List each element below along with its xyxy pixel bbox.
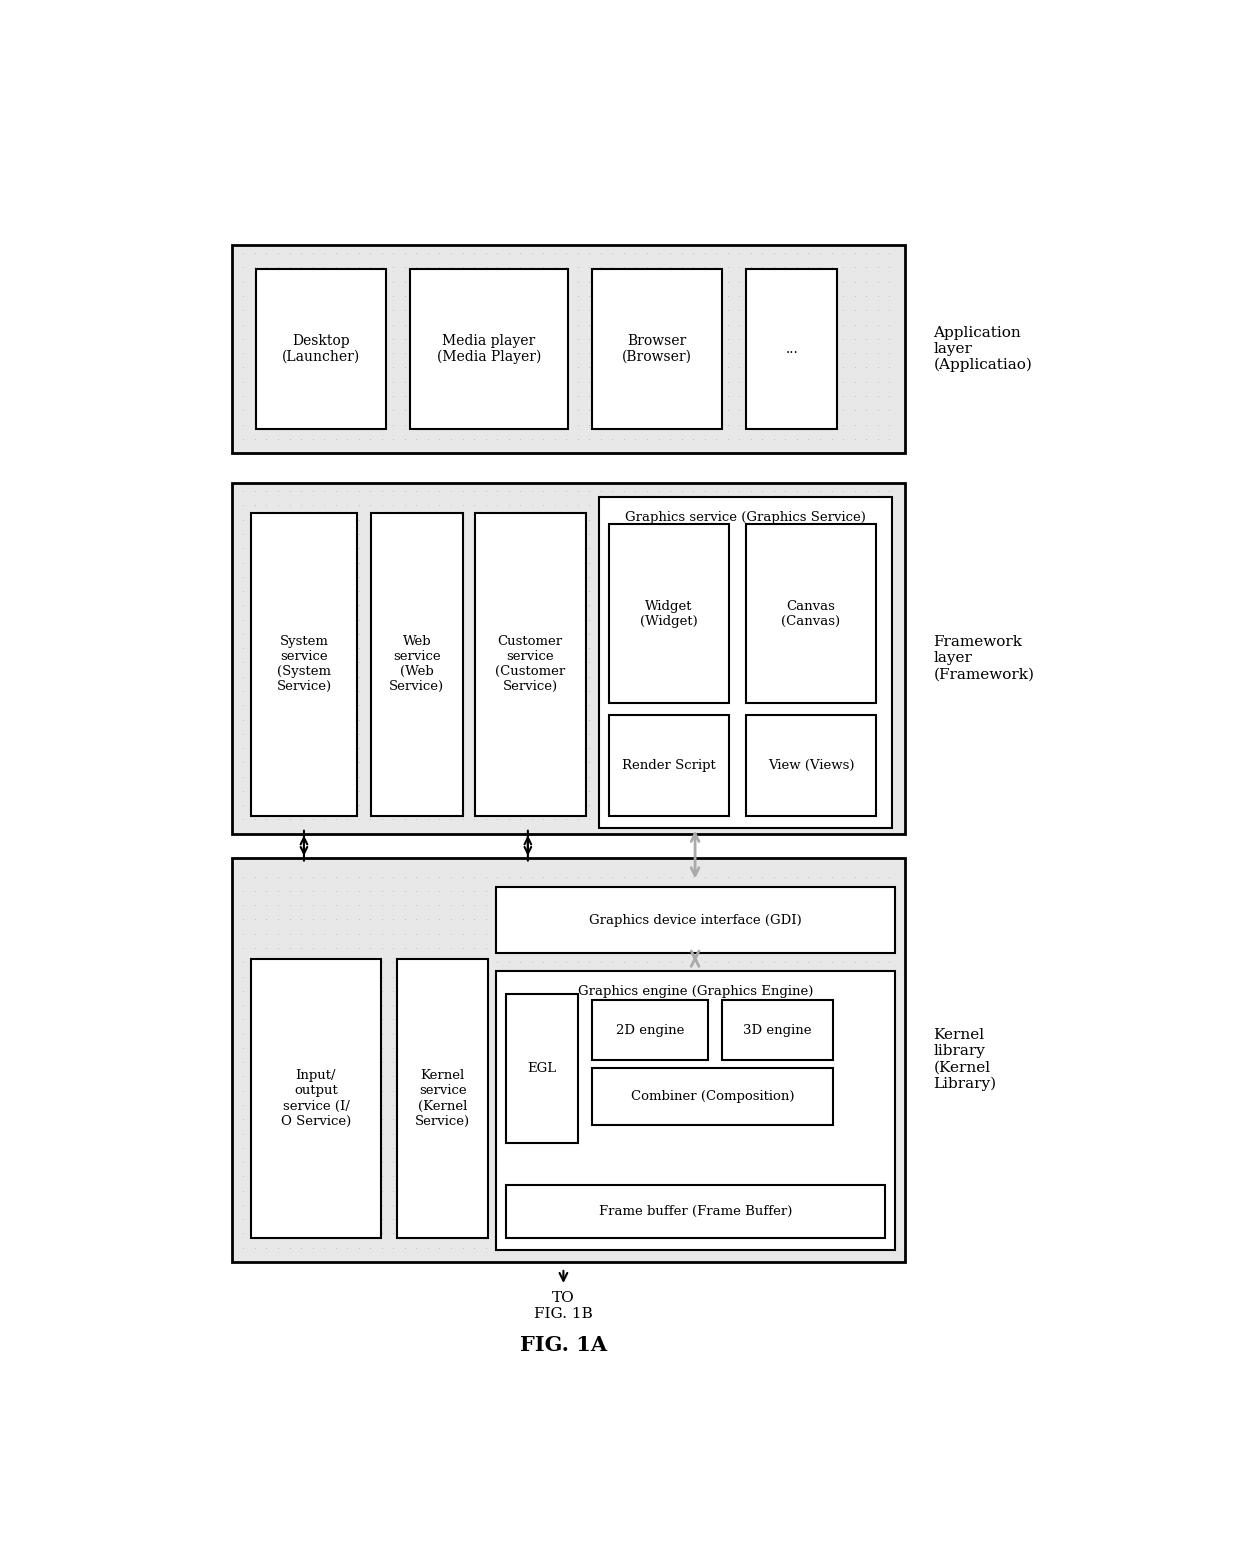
Bar: [255, 269, 386, 430]
Text: Render Script: Render Script: [621, 759, 715, 772]
Text: Input/
output
service (I/
O Service): Input/ output service (I/ O Service): [280, 1069, 351, 1128]
Bar: [593, 1000, 708, 1060]
Text: FIG. 1A: FIG. 1A: [520, 1335, 608, 1355]
Bar: [371, 513, 463, 816]
Bar: [593, 269, 722, 430]
Bar: [232, 482, 904, 834]
Text: Combiner (Composition): Combiner (Composition): [631, 1091, 794, 1103]
Text: Web
service
(Web
Service): Web service (Web Service): [389, 635, 444, 694]
Text: Graphics engine (Graphics Engine): Graphics engine (Graphics Engine): [578, 984, 813, 998]
Text: Graphics device interface (GDI): Graphics device interface (GDI): [589, 913, 802, 927]
Bar: [496, 887, 895, 953]
Text: Graphics service (Graphics Service): Graphics service (Graphics Service): [625, 511, 866, 524]
Text: Canvas
(Canvas): Canvas (Canvas): [781, 599, 841, 627]
Bar: [593, 1068, 832, 1125]
Bar: [746, 524, 875, 703]
Text: 3D engine: 3D engine: [743, 1023, 811, 1037]
Bar: [599, 497, 892, 828]
Text: Application
layer
(Applicatiao): Application layer (Applicatiao): [934, 326, 1032, 372]
Bar: [232, 246, 904, 453]
Bar: [250, 958, 381, 1238]
Text: System
service
(System
Service): System service (System Service): [277, 635, 331, 694]
Bar: [475, 513, 585, 816]
Bar: [232, 857, 904, 1262]
Bar: [506, 995, 578, 1143]
Bar: [409, 269, 568, 430]
Text: Framework
layer
(Framework): Framework layer (Framework): [934, 635, 1034, 681]
Bar: [609, 715, 729, 816]
Bar: [746, 715, 875, 816]
Text: View (Views): View (Views): [768, 759, 854, 772]
Text: Customer
service
(Customer
Service): Customer service (Customer Service): [495, 635, 565, 694]
Bar: [506, 1185, 885, 1238]
Bar: [250, 513, 357, 816]
Bar: [609, 524, 729, 703]
Text: TO
FIG. 1B: TO FIG. 1B: [534, 1292, 593, 1321]
Text: Browser
(Browser): Browser (Browser): [622, 334, 692, 365]
Bar: [722, 1000, 832, 1060]
Text: Frame buffer (Frame Buffer): Frame buffer (Frame Buffer): [599, 1205, 792, 1217]
Text: 2D engine: 2D engine: [616, 1023, 684, 1037]
Bar: [397, 958, 489, 1238]
Text: Widget
(Widget): Widget (Widget): [640, 599, 698, 627]
Text: ...: ...: [785, 341, 799, 355]
Text: EGL: EGL: [527, 1063, 557, 1075]
Text: Kernel
library
(Kernel
Library): Kernel library (Kernel Library): [934, 1029, 997, 1091]
Text: Media player
(Media Player): Media player (Media Player): [436, 334, 541, 365]
Bar: [746, 269, 837, 430]
Bar: [496, 970, 895, 1250]
Text: Desktop
(Launcher): Desktop (Launcher): [281, 334, 360, 365]
Text: Kernel
service
(Kernel
Service): Kernel service (Kernel Service): [415, 1069, 470, 1128]
